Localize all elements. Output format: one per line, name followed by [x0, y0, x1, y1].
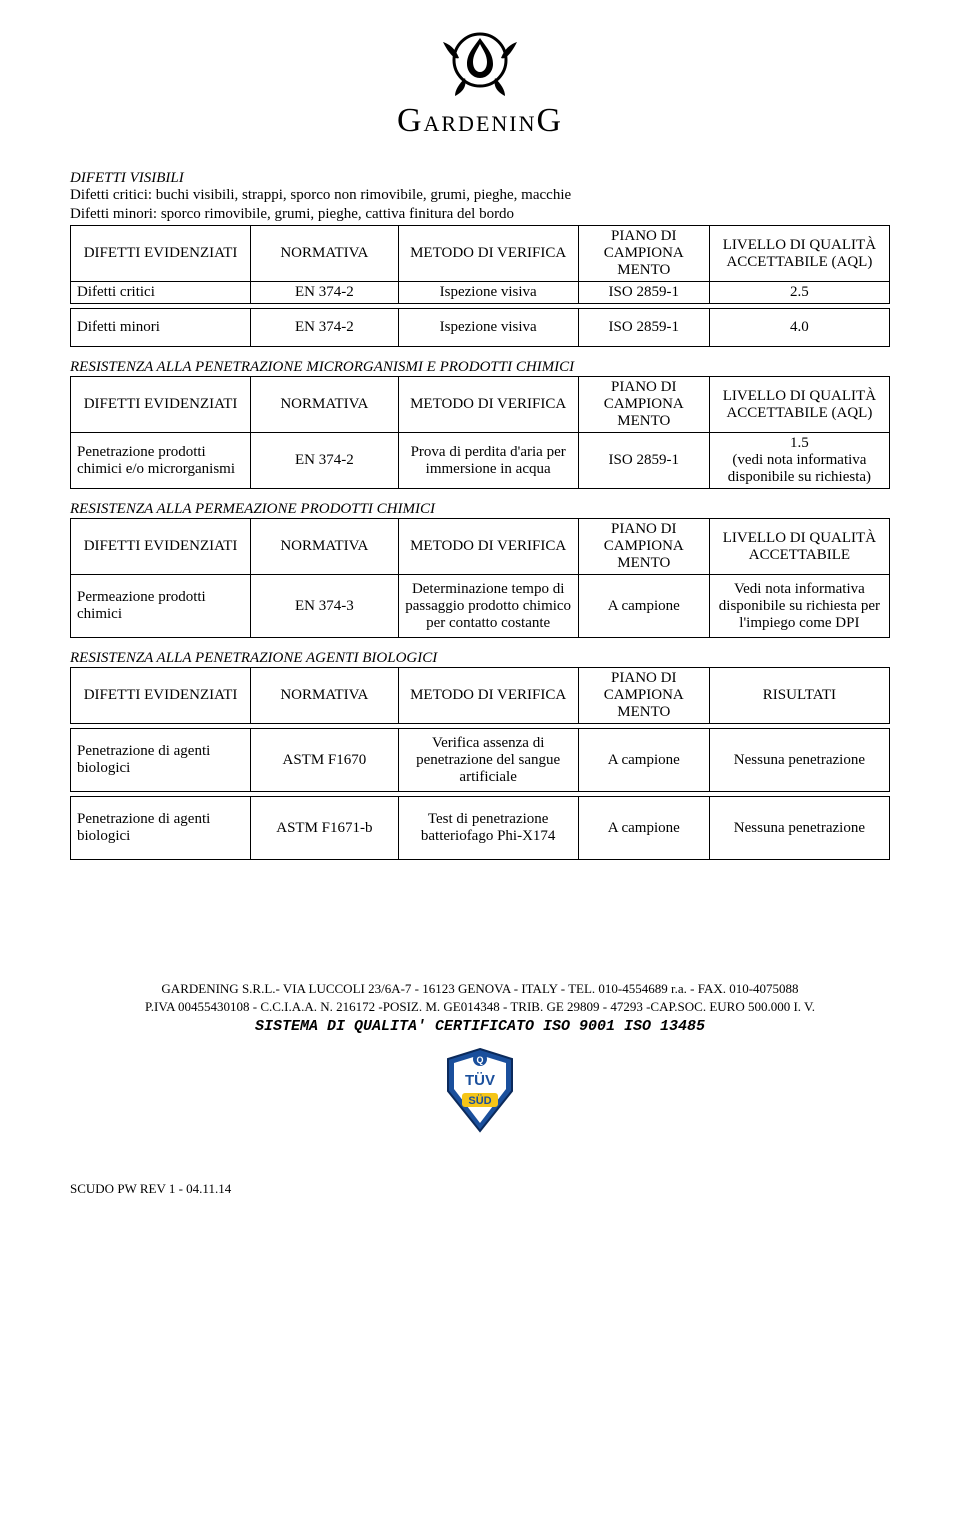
cell: Nessuna penetrazione [709, 797, 889, 860]
cell: A campione [578, 729, 709, 792]
section3-title: RESISTENZA ALLA PERMEAZIONE PRODOTTI CHI… [70, 501, 890, 518]
th-norm: NORMATIVA [251, 377, 398, 433]
section1-desc2: Difetti minori: sporco rimovibile, grumi… [70, 206, 890, 223]
cell: Test di penetrazione batteriofago Phi-X1… [398, 797, 578, 860]
table-row: Penetrazione di agenti biologici ASTM F1… [71, 797, 890, 860]
cell: EN 374-2 [251, 282, 398, 304]
th-plan: PIANO DI CAMPIONA MENTO [578, 519, 709, 575]
th-results: RISULTATI [709, 668, 889, 724]
table-row: DIFETTI EVIDENZIATI NORMATIVA METODO DI … [71, 668, 890, 724]
th-norm: NORMATIVA [251, 519, 398, 575]
section1-row2-table: Difetti minori EN 374-2 Ispezione visiva… [70, 308, 890, 347]
section1-title: DIFETTI VISIBILI [70, 170, 890, 187]
section4-row1-table: Penetrazione di agenti biologici ASTM F1… [70, 728, 890, 792]
cell: Permeazione prodotti chimici [71, 575, 251, 638]
table-row: DIFETTI EVIDENZIATI NORMATIVA METODO DI … [71, 519, 890, 575]
cell: Nessuna penetrazione [709, 729, 889, 792]
section4-table: DIFETTI EVIDENZIATI NORMATIVA METODO DI … [70, 667, 890, 724]
th-plan: PIANO DI CAMPIONA MENTO [578, 668, 709, 724]
cell: Verifica assenza di penetrazione del san… [398, 729, 578, 792]
section1-header-table: DIFETTI EVIDENZIATI NORMATIVA METODO DI … [70, 225, 890, 304]
revision-text: SCUDO PW REV 1 - 04.11.14 [70, 1181, 890, 1197]
cell: Penetrazione di agenti biologici [71, 729, 251, 792]
section2-title: RESISTENZA ALLA PENETRAZIONE MICRORGANIS… [70, 359, 890, 376]
table-row: DIFETTI EVIDENZIATI NORMATIVA METODO DI … [71, 226, 890, 282]
cell: ASTM F1671-b [251, 797, 398, 860]
th-defects: DIFETTI EVIDENZIATI [71, 519, 251, 575]
footer-line3: SISTEMA DI QUALITA' CERTIFICATO ISO 9001… [70, 1016, 890, 1037]
cell: EN 374-2 [251, 309, 398, 347]
section3-table: DIFETTI EVIDENZIATI NORMATIVA METODO DI … [70, 518, 890, 638]
th-norm: NORMATIVA [251, 668, 398, 724]
section1-desc1: Difetti critici: buchi visibili, strappi… [70, 187, 890, 204]
table-row: DIFETTI EVIDENZIATI NORMATIVA METODO DI … [71, 377, 890, 433]
cell: EN 374-2 [251, 433, 398, 489]
th-method: METODO DI VERIFICA [398, 668, 578, 724]
footer-line2: P.IVA 00455430108 - C.C.I.A.A. N. 216172… [70, 998, 890, 1016]
svg-text:SÜD: SÜD [468, 1094, 491, 1107]
table-row: Permeazione prodotti chimici EN 374-3 De… [71, 575, 890, 638]
th-plan: PIANO DI CAMPIONA MENTO [578, 377, 709, 433]
table-row: Penetrazione prodotti chimici e/o micror… [71, 433, 890, 489]
cell: Determinazione tempo di passaggio prodot… [398, 575, 578, 638]
th-method: METODO DI VERIFICA [398, 226, 578, 282]
th-aql: LIVELLO DI QUALITÀ ACCETTABILE (AQL) [709, 377, 889, 433]
cell: ISO 2859-1 [578, 282, 709, 304]
th-norm: NORMATIVA [251, 226, 398, 282]
cell: Ispezione visiva [398, 282, 578, 304]
section4-title: RESISTENZA ALLA PENETRAZIONE AGENTI BIOL… [70, 650, 890, 667]
cell: Penetrazione prodotti chimici e/o micror… [71, 433, 251, 489]
th-aql: LIVELLO DI QUALITÀ ACCETTABILE [709, 519, 889, 575]
th-method: METODO DI VERIFICA [398, 377, 578, 433]
cell: Ispezione visiva [398, 309, 578, 347]
section2-table: DIFETTI EVIDENZIATI NORMATIVA METODO DI … [70, 376, 890, 489]
cell: 1.5 (vedi nota informativa disponibile s… [709, 433, 889, 489]
cell: EN 374-3 [251, 575, 398, 638]
cell: Vedi nota informativa disponibile su ric… [709, 575, 889, 638]
brand-logo: GARDENING [70, 20, 890, 140]
section4-row2-table: Penetrazione di agenti biologici ASTM F1… [70, 796, 890, 860]
th-aql: LIVELLO DI QUALITÀ ACCETTABILE (AQL) [709, 226, 889, 282]
brand-text: GARDENING [70, 102, 890, 140]
th-defects: DIFETTI EVIDENZIATI [71, 226, 251, 282]
cell: Difetti minori [71, 309, 251, 347]
th-method: METODO DI VERIFICA [398, 519, 578, 575]
table-row: Penetrazione di agenti biologici ASTM F1… [71, 729, 890, 792]
th-defects: DIFETTI EVIDENZIATI [71, 668, 251, 724]
footer-line1: GARDENING S.R.L.- VIA LUCCOLI 23/6A-7 - … [70, 980, 890, 998]
cell: 2.5 [709, 282, 889, 304]
svg-text:Q: Q [476, 1055, 483, 1065]
cell: 4.0 [709, 309, 889, 347]
th-defects: DIFETTI EVIDENZIATI [71, 377, 251, 433]
cell: ISO 2859-1 [578, 433, 709, 489]
cell: A campione [578, 797, 709, 860]
tuv-logo: Q TÜV SÜD [70, 1045, 890, 1140]
footer: GARDENING S.R.L.- VIA LUCCOLI 23/6A-7 - … [70, 980, 890, 1141]
th-plan: PIANO DI CAMPIONA MENTO [578, 226, 709, 282]
cell: Penetrazione di agenti biologici [71, 797, 251, 860]
table-row: Difetti minori EN 374-2 Ispezione visiva… [71, 309, 890, 347]
cell: Prova di perdita d'aria per immersione i… [398, 433, 578, 489]
table-row: Difetti critici EN 374-2 Ispezione visiv… [71, 282, 890, 304]
cell: ISO 2859-1 [578, 309, 709, 347]
cell: A campione [578, 575, 709, 638]
cell: Difetti critici [71, 282, 251, 304]
svg-text:TÜV: TÜV [465, 1072, 495, 1089]
cell: ASTM F1670 [251, 729, 398, 792]
